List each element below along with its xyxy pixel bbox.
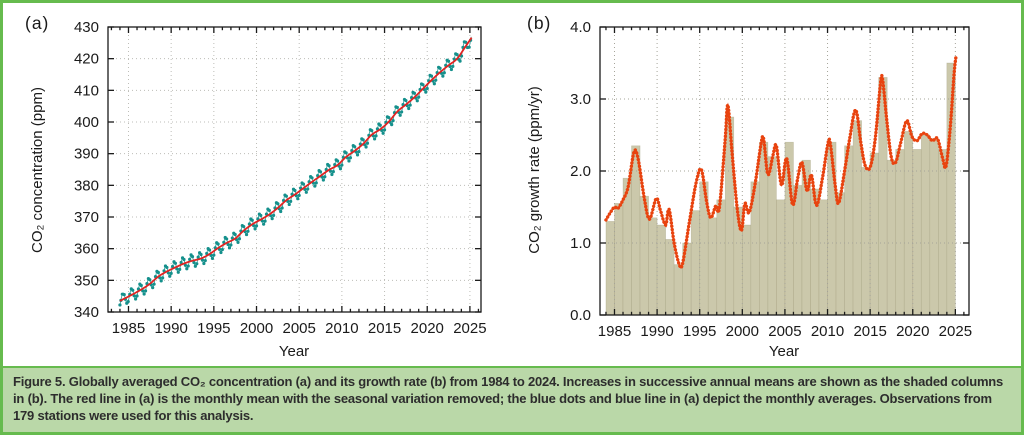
x-axis-label-b: Year [768, 343, 800, 360]
chart-a-co2-concentration: 340 350 360 370 380 390 400 410 420 430 1985 1990 19… [74, 19, 487, 337]
svg-text:400: 400 [74, 114, 99, 131]
svg-text:4.0: 4.0 [570, 19, 591, 36]
svg-text:1985: 1985 [598, 323, 631, 340]
svg-text:2010: 2010 [811, 323, 844, 340]
svg-text:1.0: 1.0 [570, 235, 591, 252]
monthly-average-dots [118, 38, 473, 307]
x-axis-label-a: Year [278, 343, 310, 360]
svg-text:430: 430 [74, 19, 99, 36]
svg-text:2025: 2025 [453, 320, 486, 337]
tick-labels: 340 350 360 370 380 390 400 410 420 430 1985 1990 19… [74, 19, 487, 337]
deseasonalized-trend-line [119, 37, 473, 302]
monthly-average-line [119, 36, 472, 306]
annual-increase-columns [605, 62, 956, 316]
svg-text:2025: 2025 [939, 323, 972, 340]
svg-text:410: 410 [74, 82, 99, 99]
svg-text:420: 420 [74, 51, 99, 68]
axis-frame-and-ticks [107, 26, 482, 313]
caption-text: Globally averaged CO₂ concentration (a) … [13, 374, 1004, 424]
growth-rate-line-dots [604, 56, 958, 271]
svg-text:1985: 1985 [112, 320, 145, 337]
svg-text:2.0: 2.0 [570, 163, 591, 180]
svg-text:2020: 2020 [411, 320, 444, 337]
figure-caption: Figure 5. Globally averaged CO₂ concentr… [3, 366, 1021, 432]
panel-label-a: (a) [25, 13, 50, 33]
chart-b-co2-growth-rate: 0.0 1.0 2.0 3.0 4.0 1985 1990 1995 2000 2005 2010 2… [570, 19, 972, 340]
svg-text:390: 390 [74, 146, 99, 163]
svg-text:2015: 2015 [368, 320, 401, 337]
svg-text:2010: 2010 [325, 320, 358, 337]
svg-text:0.0: 0.0 [570, 307, 591, 324]
y-axis-label-a: CO₂ concentration (ppm) [29, 87, 46, 253]
svg-text:1995: 1995 [683, 323, 716, 340]
svg-text:2020: 2020 [896, 323, 929, 340]
svg-text:370: 370 [74, 209, 99, 226]
svg-text:2000: 2000 [240, 320, 273, 337]
svg-text:340: 340 [74, 304, 99, 321]
svg-text:1990: 1990 [154, 320, 187, 337]
svg-text:2005: 2005 [283, 320, 316, 337]
svg-text:360: 360 [74, 241, 99, 258]
svg-text:1995: 1995 [197, 320, 230, 337]
axis-frame-and-ticks [599, 26, 970, 316]
svg-text:380: 380 [74, 177, 99, 194]
svg-text:3.0: 3.0 [570, 91, 591, 108]
caption-label: Figure 5. [13, 374, 66, 389]
svg-text:2005: 2005 [768, 323, 801, 340]
svg-text:2015: 2015 [853, 323, 886, 340]
svg-text:1990: 1990 [640, 323, 673, 340]
svg-text:2000: 2000 [726, 323, 759, 340]
y-axis-label-b: CO₂ growth rate (ppm/yr) [526, 86, 543, 254]
panel-label-b: (b) [527, 13, 552, 33]
tick-labels: 0.0 1.0 2.0 3.0 4.0 1985 1990 1995 2000 2005 2010 2… [570, 19, 972, 340]
svg-text:350: 350 [74, 272, 99, 289]
